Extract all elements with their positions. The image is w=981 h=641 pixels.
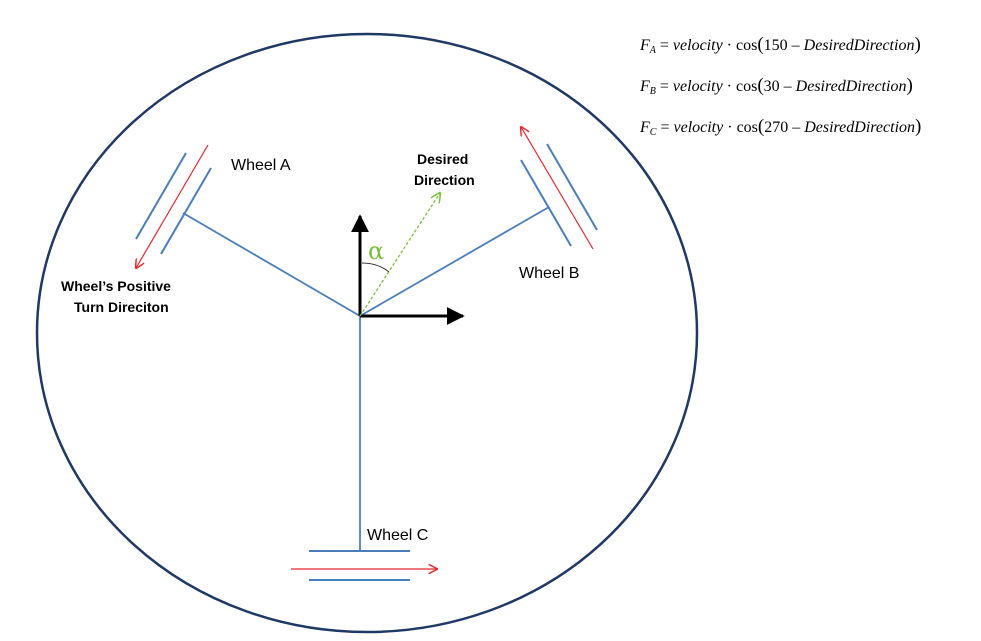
desired-direction-label-line1: Desired xyxy=(417,151,468,167)
angle-arc xyxy=(361,262,390,273)
formula-angle: 270 xyxy=(764,119,789,136)
formula-direction: DesiredDirection xyxy=(803,37,915,54)
wheel-c-label: Wheel C xyxy=(367,527,428,544)
formula-direction: DesiredDirection xyxy=(795,78,907,95)
wheel-b-mount xyxy=(520,159,572,247)
formula-subscript: C xyxy=(649,127,657,138)
wheel-a-tread xyxy=(135,152,187,240)
formula-subscript: B xyxy=(649,86,656,97)
wheel-b-tread xyxy=(546,143,598,231)
positive-turn-label-line2: Turn Direciton xyxy=(74,299,169,315)
formula-cos: cos xyxy=(736,119,758,136)
wheel-a-mount xyxy=(160,167,212,255)
formula-subscript: A xyxy=(649,45,656,56)
wheel-b-turn-arrow xyxy=(521,127,594,250)
formula-angle: 30 xyxy=(763,78,780,95)
formula-wheel-a: FA = velocity · cos(150 – DesiredDirecti… xyxy=(640,34,921,56)
wheel-b-label: Wheel B xyxy=(519,265,579,282)
desired-direction-arrow xyxy=(359,193,440,317)
wheel-c xyxy=(309,550,410,581)
wheel-a-turn-arrow xyxy=(136,144,209,268)
formula-velocity: velocity xyxy=(672,37,723,54)
spoke-wheel-b xyxy=(359,206,550,317)
wheel-a xyxy=(135,152,212,255)
robot-body-circle xyxy=(35,32,699,634)
wheel-b xyxy=(520,143,598,247)
desired-direction-label-line2: Direction xyxy=(414,172,475,188)
wheel-a-label: Wheel A xyxy=(231,157,291,174)
angle-alpha-symbol: α xyxy=(368,237,384,265)
formula-wheel-b: FB = velocity · cos(30 – DesiredDirectio… xyxy=(640,75,913,97)
formula-force: F xyxy=(640,119,650,136)
formula-block: FA = velocity · cos(150 – DesiredDirecti… xyxy=(640,34,921,157)
formula-force: F xyxy=(640,78,650,95)
formula-cos: cos xyxy=(736,78,758,95)
formula-angle: 150 xyxy=(763,37,788,54)
spoke-wheel-a xyxy=(182,212,361,317)
formula-direction: DesiredDirection xyxy=(804,119,916,136)
formula-force: F xyxy=(640,37,650,54)
formula-velocity: velocity xyxy=(672,78,723,95)
formula-cos: cos xyxy=(736,37,758,54)
formula-velocity: velocity xyxy=(673,119,724,136)
positive-turn-label-line1: Wheel’s Positive xyxy=(61,278,171,294)
formula-wheel-c: FC = velocity · cos(270 – DesiredDirecti… xyxy=(640,116,922,138)
